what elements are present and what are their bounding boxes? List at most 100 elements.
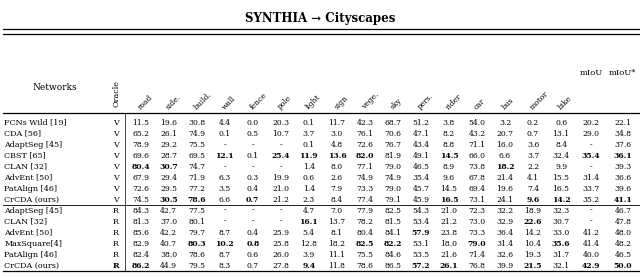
Text: 80.4: 80.4 xyxy=(131,163,150,171)
Text: 30.5: 30.5 xyxy=(159,196,178,204)
Text: 50.0: 50.0 xyxy=(614,262,632,270)
Text: 84.1: 84.1 xyxy=(385,229,401,237)
Text: CLAN [32]: CLAN [32] xyxy=(4,163,47,171)
Text: 74.5: 74.5 xyxy=(132,196,149,204)
Text: 41.2: 41.2 xyxy=(582,229,600,237)
Text: 8.1: 8.1 xyxy=(331,229,343,237)
Text: V: V xyxy=(113,163,119,171)
Text: 33.7: 33.7 xyxy=(582,185,600,193)
Text: V: V xyxy=(113,152,119,160)
Text: 79.0: 79.0 xyxy=(385,185,401,193)
Text: AdvEnt [50]: AdvEnt [50] xyxy=(4,229,53,237)
Text: 66.0: 66.0 xyxy=(468,152,486,160)
Text: build.: build. xyxy=(193,90,213,111)
Text: 42.2: 42.2 xyxy=(160,229,177,237)
Text: 8.7: 8.7 xyxy=(219,250,231,259)
Text: 85.6: 85.6 xyxy=(132,229,149,237)
Text: 86.5: 86.5 xyxy=(385,262,401,270)
Text: 76.8: 76.8 xyxy=(468,262,486,270)
Text: 53.1: 53.1 xyxy=(412,240,429,248)
Text: PatAlign [46]: PatAlign [46] xyxy=(4,185,58,193)
Text: 81.3: 81.3 xyxy=(132,218,149,226)
Text: -: - xyxy=(223,141,226,149)
Text: 51.2: 51.2 xyxy=(412,119,429,127)
Text: R: R xyxy=(113,218,119,226)
Text: 81.9: 81.9 xyxy=(385,152,401,160)
Text: 30.7: 30.7 xyxy=(552,218,570,226)
Text: 30.7: 30.7 xyxy=(159,163,178,171)
Text: 3.5: 3.5 xyxy=(219,185,231,193)
Text: 34.8: 34.8 xyxy=(614,130,632,138)
Text: sky: sky xyxy=(388,97,403,111)
Text: mIoU*: mIoU* xyxy=(609,69,637,77)
Text: 7.4: 7.4 xyxy=(527,185,539,193)
Text: 69.4: 69.4 xyxy=(468,185,486,193)
Text: MaxSquare[4]: MaxSquare[4] xyxy=(4,240,63,248)
Text: 42.9: 42.9 xyxy=(582,262,600,270)
Text: AdaptSeg [45]: AdaptSeg [45] xyxy=(4,207,63,215)
Text: V: V xyxy=(113,196,119,204)
Text: 84.3: 84.3 xyxy=(132,207,149,215)
Text: 36.1: 36.1 xyxy=(614,152,632,160)
Text: R: R xyxy=(113,229,119,237)
Text: 11.8: 11.8 xyxy=(328,262,346,270)
Text: 0.1: 0.1 xyxy=(303,119,315,127)
Text: 19.6: 19.6 xyxy=(160,119,177,127)
Text: 77.5: 77.5 xyxy=(188,207,205,215)
Text: 77.4: 77.4 xyxy=(356,196,373,204)
Text: 47.8: 47.8 xyxy=(614,218,631,226)
Text: 67.8: 67.8 xyxy=(468,174,486,182)
Text: 24.1: 24.1 xyxy=(497,196,513,204)
Text: 0.1: 0.1 xyxy=(219,130,231,138)
Text: 27.8: 27.8 xyxy=(272,262,289,270)
Text: 13.1: 13.1 xyxy=(552,130,570,138)
Text: 73.8: 73.8 xyxy=(468,163,486,171)
Text: 31.4: 31.4 xyxy=(497,240,513,248)
Text: 21.0: 21.0 xyxy=(272,185,289,193)
Text: -: - xyxy=(223,218,226,226)
Text: 21.0: 21.0 xyxy=(440,207,458,215)
Text: -: - xyxy=(589,163,592,171)
Text: 22.1: 22.1 xyxy=(614,119,631,127)
Text: -: - xyxy=(280,163,282,171)
Text: 25.4: 25.4 xyxy=(271,152,290,160)
Text: 39.6: 39.6 xyxy=(614,185,632,193)
Text: 2.2: 2.2 xyxy=(527,163,539,171)
Text: 31.4: 31.4 xyxy=(582,174,600,182)
Text: 36.4: 36.4 xyxy=(497,229,513,237)
Text: 19.6: 19.6 xyxy=(497,185,513,193)
Text: AdvEnt [50]: AdvEnt [50] xyxy=(4,174,53,182)
Text: 72.6: 72.6 xyxy=(132,185,149,193)
Text: 77.2: 77.2 xyxy=(188,185,205,193)
Text: 3.7: 3.7 xyxy=(527,152,539,160)
Text: 76.1: 76.1 xyxy=(356,130,373,138)
Text: 82.5: 82.5 xyxy=(385,207,401,215)
Text: 21.5: 21.5 xyxy=(524,262,542,270)
Text: R: R xyxy=(113,250,119,259)
Text: 82.2: 82.2 xyxy=(384,240,402,248)
Text: 79.1: 79.1 xyxy=(385,196,401,204)
Text: 79.5: 79.5 xyxy=(188,262,205,270)
Text: 0.1: 0.1 xyxy=(247,152,259,160)
Text: CLAN [32]: CLAN [32] xyxy=(4,218,47,226)
Text: 12.1: 12.1 xyxy=(216,152,234,160)
Text: 0.8: 0.8 xyxy=(246,240,259,248)
Text: 25.9: 25.9 xyxy=(272,229,289,237)
Text: 26.0: 26.0 xyxy=(272,250,289,259)
Text: 78.9: 78.9 xyxy=(132,141,149,149)
Text: 3.7: 3.7 xyxy=(303,130,315,138)
Text: 75.5: 75.5 xyxy=(188,141,205,149)
Text: V: V xyxy=(113,119,119,127)
Text: 1.4: 1.4 xyxy=(303,163,315,171)
Text: 8.8: 8.8 xyxy=(443,141,455,149)
Text: 20.2: 20.2 xyxy=(582,119,600,127)
Text: 4.4: 4.4 xyxy=(219,119,231,127)
Text: 8.4: 8.4 xyxy=(555,141,567,149)
Text: 71.1: 71.1 xyxy=(468,141,486,149)
Text: PatAlign [46]: PatAlign [46] xyxy=(4,250,58,259)
Text: 0.7: 0.7 xyxy=(246,196,259,204)
Text: 32.3: 32.3 xyxy=(552,207,570,215)
Text: 82.4: 82.4 xyxy=(132,250,149,259)
Text: -: - xyxy=(252,207,254,215)
Text: light: light xyxy=(305,93,323,111)
